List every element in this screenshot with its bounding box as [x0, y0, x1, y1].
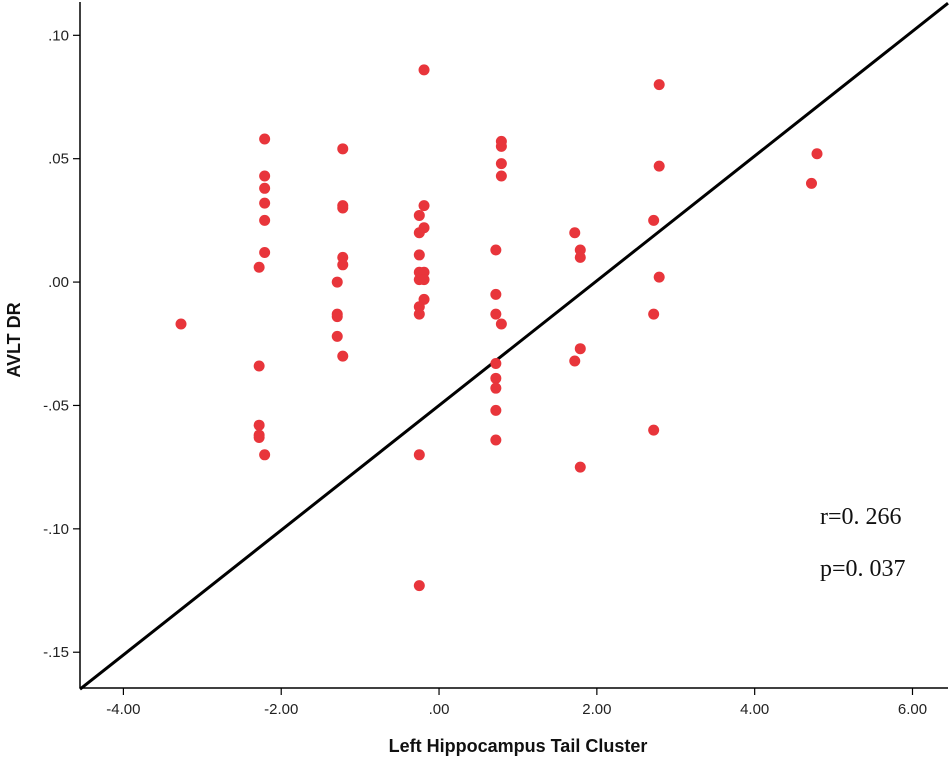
data-point — [337, 143, 349, 155]
data-point — [653, 271, 665, 283]
data-point — [413, 249, 425, 261]
y-axis-title: AVLT DR — [4, 302, 24, 377]
data-point — [413, 580, 425, 592]
data-point — [337, 259, 349, 271]
data-point — [490, 434, 502, 446]
correlation-p-label: p=0. 037 — [820, 556, 906, 582]
data-point — [418, 200, 430, 212]
y-tick-label: -.15 — [43, 644, 69, 661]
data-point — [648, 424, 660, 436]
data-point — [490, 404, 502, 416]
x-tick-label: 2.00 — [582, 701, 611, 718]
data-point — [259, 246, 271, 258]
x-tick-label: -4.00 — [106, 701, 140, 718]
data-point — [495, 318, 507, 330]
plot-area — [79, 2, 949, 691]
data-point — [490, 382, 502, 394]
data-point — [331, 276, 343, 288]
x-tick-label: 4.00 — [740, 701, 769, 718]
data-point — [259, 197, 271, 209]
data-point — [253, 419, 265, 431]
x-tick-label: .00 — [429, 701, 450, 718]
data-point — [259, 133, 271, 145]
data-point — [413, 308, 425, 320]
data-point — [653, 79, 665, 91]
data-point — [259, 214, 271, 226]
data-point — [574, 251, 586, 263]
data-point — [418, 64, 430, 76]
data-point — [648, 308, 660, 320]
data-point — [653, 160, 665, 172]
data-point — [495, 140, 507, 152]
y-axis-ticks: .10 .05 .00 -.05 -.10 -.15 — [43, 27, 80, 661]
data-point — [495, 158, 507, 170]
data-points — [175, 64, 823, 592]
data-point — [413, 227, 425, 239]
x-axis-ticks: -4.00 -2.00 .00 2.00 4.00 6.00 — [106, 688, 927, 718]
data-point — [569, 355, 581, 367]
y-tick-label: .05 — [48, 151, 69, 168]
data-point — [569, 227, 581, 239]
data-point — [490, 358, 502, 370]
data-point — [490, 288, 502, 300]
data-point — [259, 449, 271, 461]
y-tick-label: -.10 — [43, 521, 69, 538]
fit-line — [79, 2, 949, 691]
data-point — [805, 177, 817, 189]
y-tick-label: -.05 — [43, 397, 69, 414]
data-point — [253, 432, 265, 444]
data-point — [418, 274, 430, 286]
data-point — [337, 202, 349, 214]
data-point — [253, 261, 265, 273]
data-point — [490, 244, 502, 256]
x-tick-label: 6.00 — [898, 701, 927, 718]
data-point — [490, 308, 502, 320]
data-point — [259, 182, 271, 194]
data-point — [811, 148, 823, 160]
data-point — [574, 343, 586, 355]
data-point — [413, 449, 425, 461]
data-point — [253, 360, 265, 372]
data-point — [331, 330, 343, 342]
data-point — [337, 350, 349, 362]
data-point — [490, 372, 502, 384]
data-point — [259, 170, 271, 182]
y-tick-label: .10 — [48, 27, 69, 44]
x-tick-label: -2.00 — [264, 701, 298, 718]
data-point — [495, 170, 507, 182]
data-point — [413, 209, 425, 221]
y-tick-label: .00 — [48, 274, 69, 291]
data-point — [331, 311, 343, 323]
data-point — [574, 461, 586, 473]
data-point — [175, 318, 187, 330]
data-point — [648, 214, 660, 226]
correlation-r-label: r=0. 266 — [820, 504, 902, 530]
x-axis-title: Left Hippocampus Tail Cluster — [389, 736, 648, 756]
